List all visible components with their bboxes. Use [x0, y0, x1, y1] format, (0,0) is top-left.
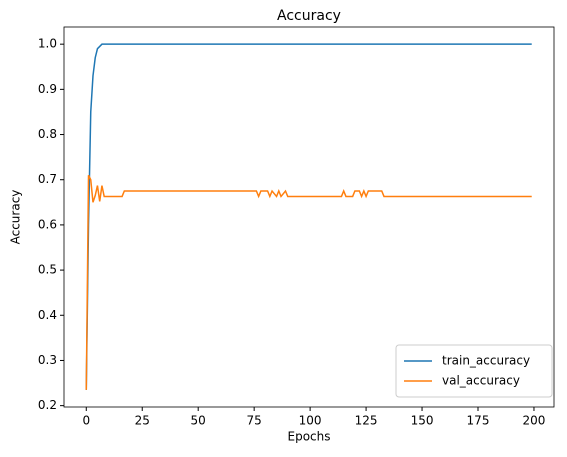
- y-tick-label: 0.5: [38, 263, 57, 277]
- data-line: [85, 174, 532, 390]
- x-tick-label: 75: [247, 414, 262, 428]
- x-tick-label: 200: [523, 414, 546, 428]
- y-tick-label: 0.3: [38, 353, 57, 367]
- x-tick-label: 175: [467, 414, 490, 428]
- y-tick-label: 1.0: [38, 37, 57, 51]
- x-tick-label: 0: [82, 414, 90, 428]
- x-tick-label: 150: [411, 414, 434, 428]
- legend-box: [395, 344, 553, 398]
- x-tick-label: 50: [191, 414, 206, 428]
- y-tick-label: 0.6: [38, 217, 57, 231]
- data-line: [85, 43, 532, 390]
- legend-label: val_accuracy: [442, 374, 520, 388]
- x-tick-label: 100: [299, 414, 322, 428]
- x-axis-label: Epochs: [288, 430, 331, 444]
- y-axis-label: Accuracy: [9, 190, 23, 245]
- x-tick-label: 125: [355, 414, 378, 428]
- chart-title: Accuracy: [277, 8, 341, 24]
- y-tick-label: 0.2: [38, 398, 57, 412]
- y-tick-label: 0.7: [38, 172, 57, 186]
- x-tick-label: 25: [135, 414, 150, 428]
- legend-label: train_accuracy: [442, 354, 530, 368]
- y-tick-label: 0.9: [38, 82, 57, 96]
- y-tick-label: 0.4: [38, 308, 57, 322]
- y-tick-label: 0.8: [38, 127, 57, 141]
- plot-frame: [63, 26, 555, 408]
